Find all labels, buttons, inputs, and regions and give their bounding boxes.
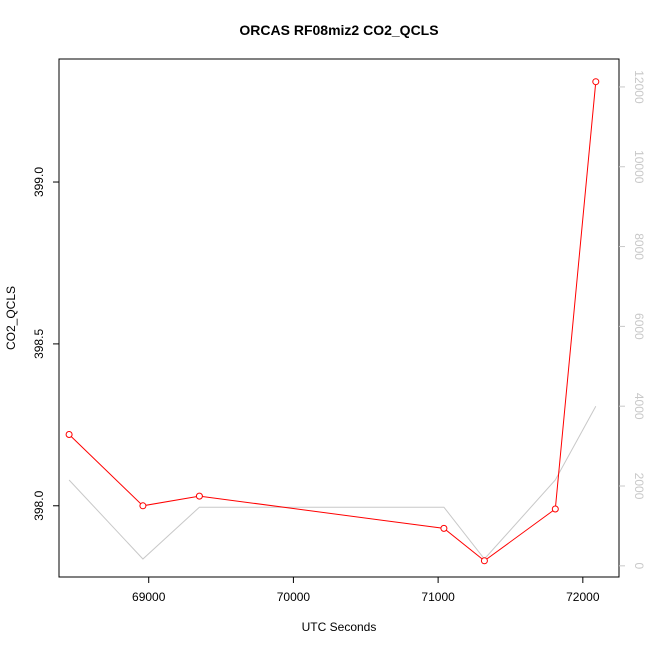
series-layer <box>65 78 600 565</box>
x-tick-label: 69000 <box>132 590 166 604</box>
y2-tick-label: 6000 <box>632 313 646 340</box>
x-tick-label: 70000 <box>277 590 311 604</box>
y2-tick-label: 10000 <box>632 150 646 184</box>
data-point <box>440 524 448 532</box>
data-point <box>592 78 600 86</box>
y2-tick-label: 2000 <box>632 473 646 500</box>
y2-tick-label: 4000 <box>632 393 646 420</box>
secondary-series-line <box>68 405 597 560</box>
primary-series-line <box>68 81 597 562</box>
y-tick-label: 399.0 <box>32 167 46 197</box>
data-point <box>195 492 203 500</box>
data-point <box>139 502 147 510</box>
x-axis-label: UTC Seconds <box>302 620 377 634</box>
y2-tick-label: 12000 <box>632 70 646 104</box>
x-tick-label: 72000 <box>566 590 600 604</box>
x-axis: 69000 70000 71000 72000 <box>132 577 600 604</box>
y2-tick-label: 0 <box>632 562 646 569</box>
data-point <box>480 557 488 565</box>
plot-frame <box>58 58 620 578</box>
y-tick-label: 398.5 <box>32 329 46 359</box>
y-tick-label: 398.0 <box>32 490 46 520</box>
x-tick-label: 71000 <box>421 590 455 604</box>
y2-tick-label: 8000 <box>632 233 646 260</box>
y-axis-label: CO2_QCLS <box>4 286 18 350</box>
y2-axis: 0 2000 4000 6000 8000 10000 12000 <box>619 70 646 569</box>
chart-title: ORCAS RF08miz2 CO2_QCLS <box>239 22 438 38</box>
data-point <box>551 505 559 513</box>
data-point <box>65 431 73 438</box>
y-axis: 398.0 398.5 399.0 <box>32 167 59 521</box>
